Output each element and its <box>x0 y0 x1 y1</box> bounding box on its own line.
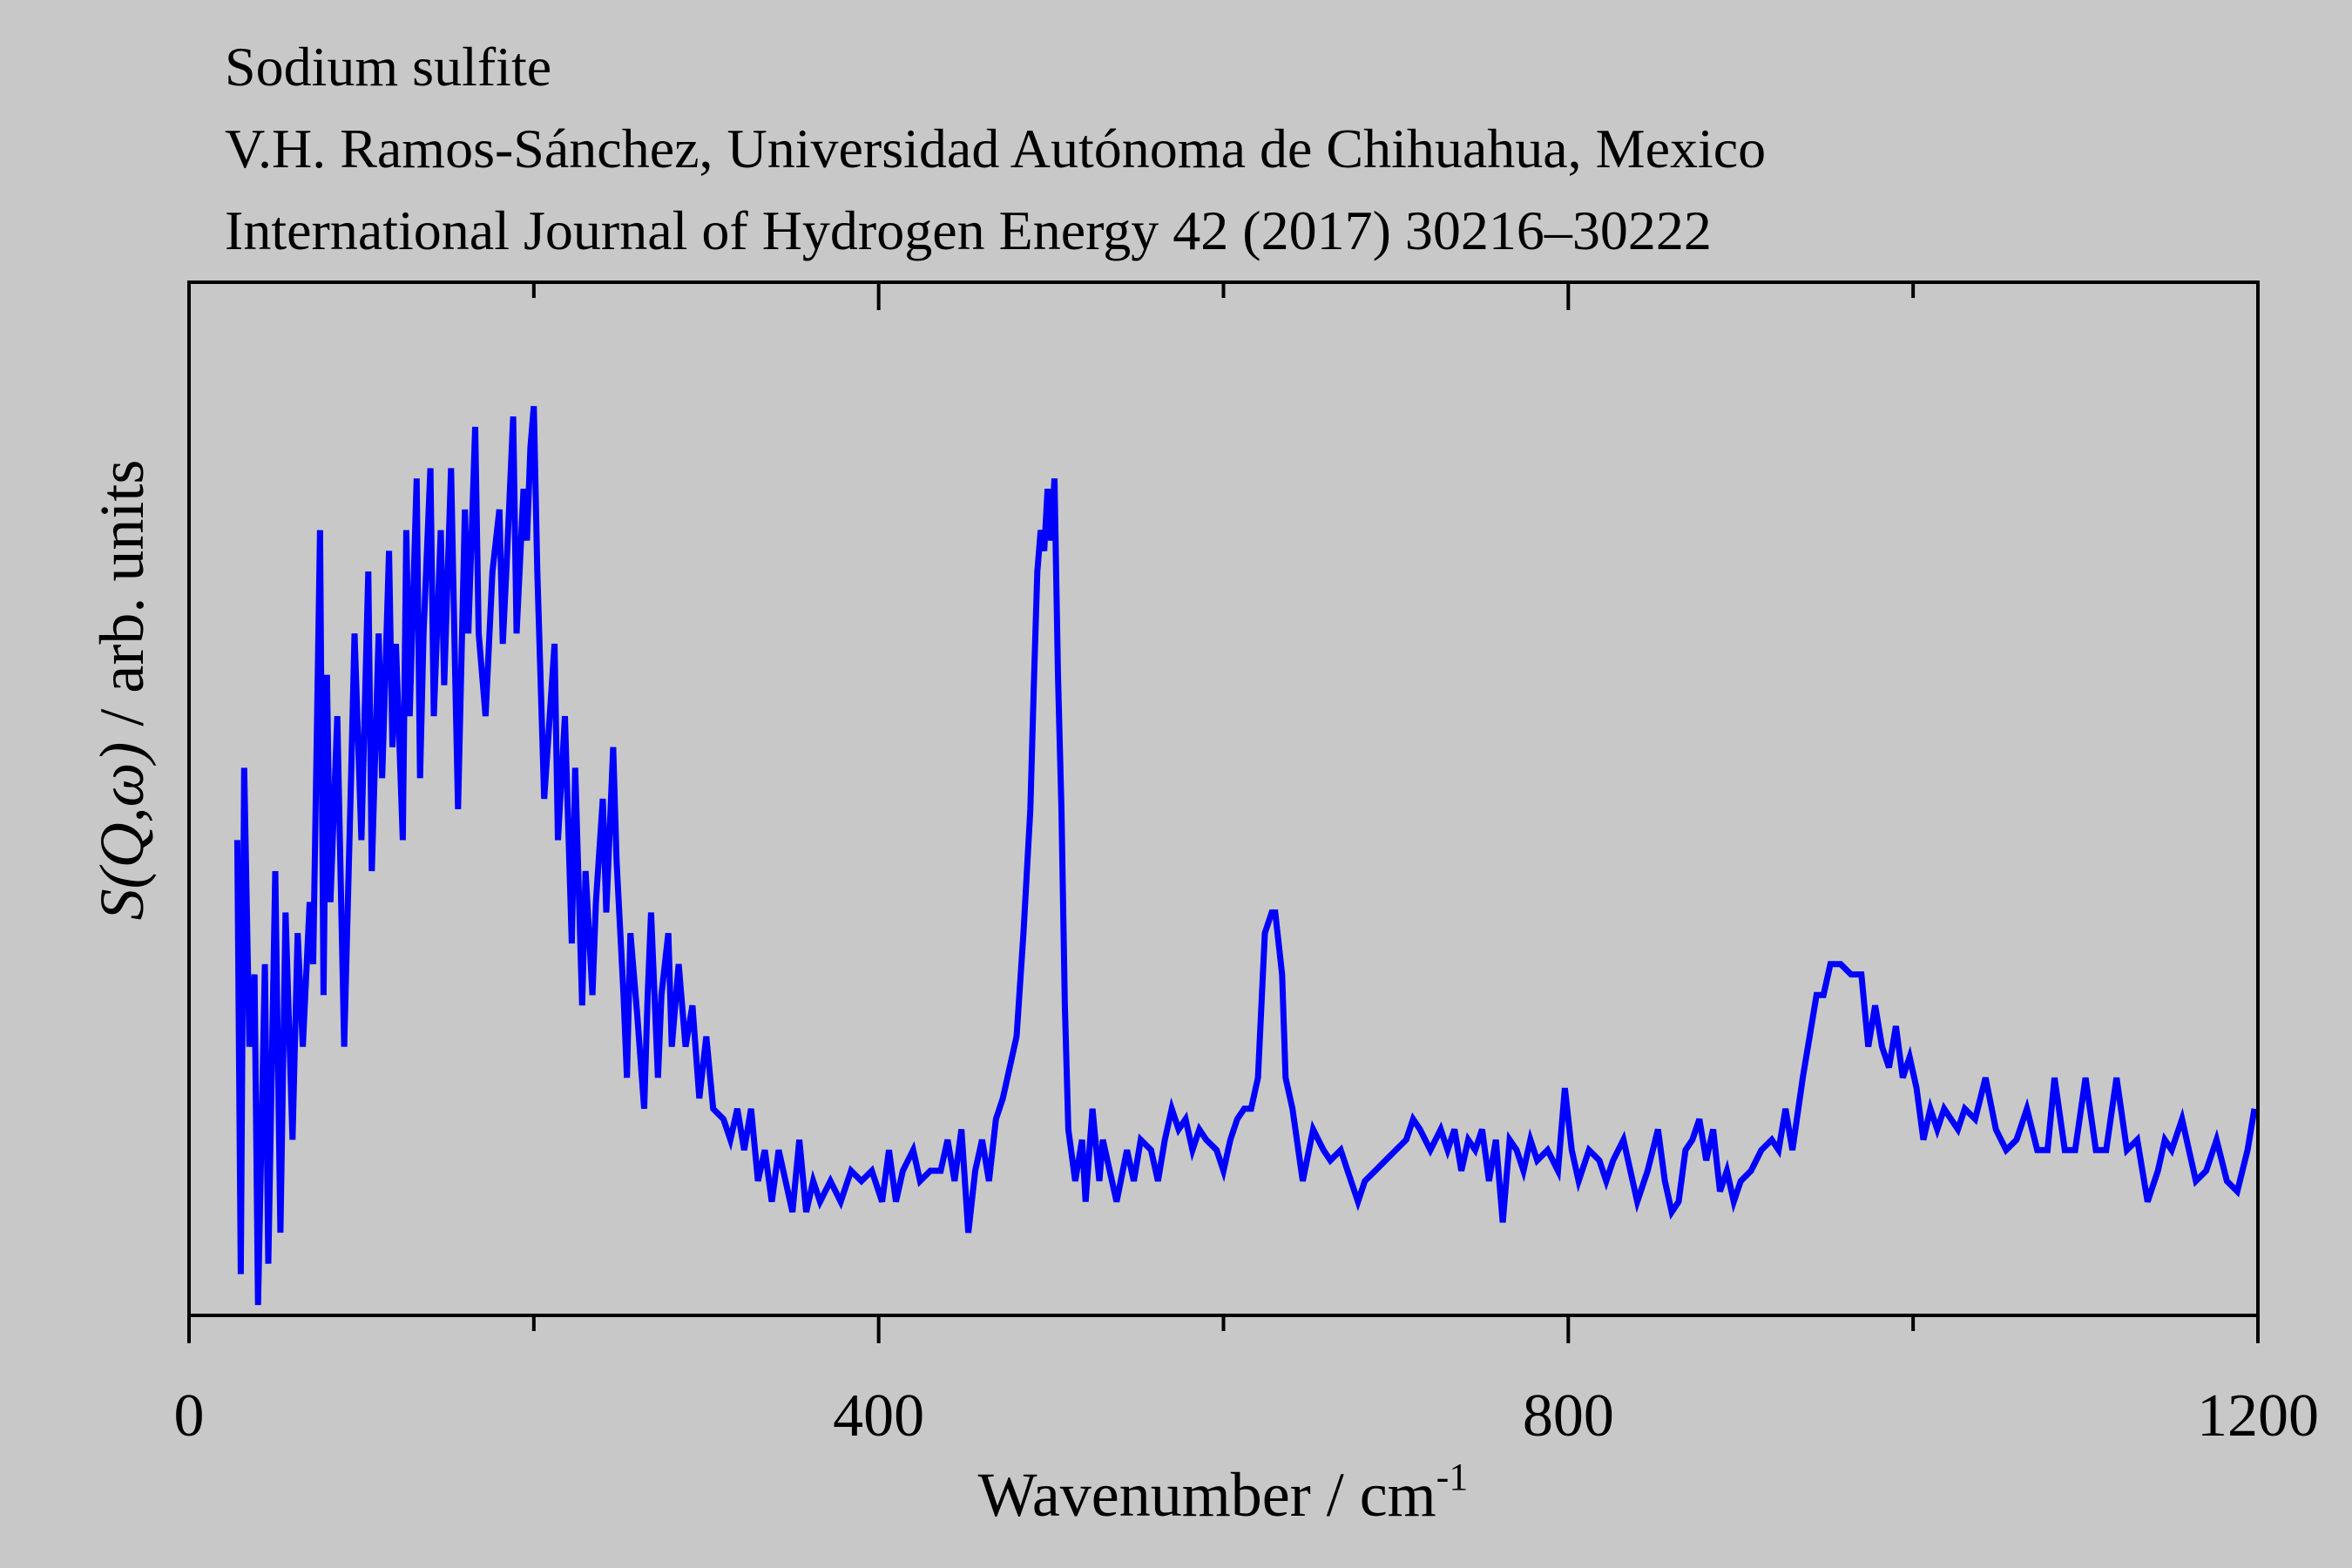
title-line: Sodium sulfite <box>225 36 551 98</box>
title-line: International Journal of Hydrogen Energy… <box>225 199 1712 261</box>
y-axis-label: S(Q,ω) / arb. units <box>87 460 157 921</box>
data-line <box>233 406 2258 1306</box>
y-label-italic: S(Q,ω) <box>87 742 157 921</box>
x-tick-label: 0 <box>174 1382 205 1450</box>
title-line: V.H. Ramos-Sánchez, Universidad Autónoma… <box>225 118 1766 179</box>
x-tick-label: 400 <box>833 1382 924 1450</box>
x-tick-label: 1200 <box>2197 1382 2319 1450</box>
x-label-text: Wavenumber / cm <box>978 1460 1436 1530</box>
y-label-text: / arb. units <box>87 460 157 742</box>
x-tick-label: 800 <box>1523 1382 1614 1450</box>
x-axis-label: Wavenumber / cm-1 <box>978 1456 1469 1530</box>
x-label-superscript: -1 <box>1436 1456 1469 1498</box>
